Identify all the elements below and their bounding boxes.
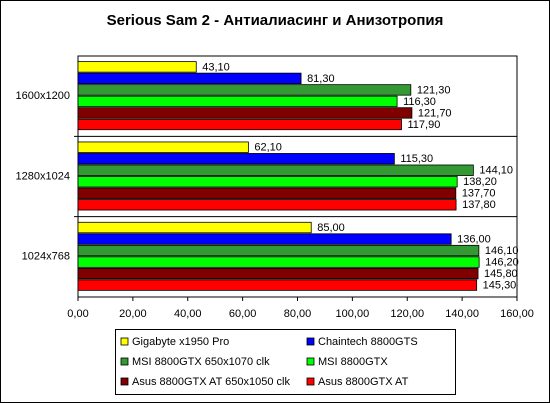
bar — [77, 187, 457, 199]
bar — [77, 267, 479, 280]
value-label: 146,20 — [485, 256, 519, 268]
legend-swatch — [120, 357, 129, 366]
value-label: 137,70 — [462, 188, 496, 200]
value-label: 146,10 — [485, 245, 519, 257]
value-label: 115,30 — [400, 153, 433, 165]
value-label: 136,00 — [457, 233, 491, 245]
legend-label: Gigabyte x1950 Pro — [132, 336, 229, 348]
bar — [77, 176, 458, 188]
value-label: 145,80 — [484, 268, 518, 280]
value-label: 43,10 — [202, 61, 230, 73]
bar — [77, 107, 413, 119]
bar — [77, 72, 302, 85]
x-tick-label: 140,00 — [445, 308, 479, 320]
x-tick-label: 20,00 — [119, 308, 147, 320]
y-tick-label: 1600x1200 — [16, 90, 70, 102]
legend-label: Asus 8800GTX AT — [318, 376, 409, 388]
bar — [77, 118, 402, 131]
legend-label: MSI 8800GTX 650x1070 clk — [132, 356, 270, 368]
value-label: 144,10 — [479, 165, 513, 177]
x-tick-label: 80,00 — [284, 308, 312, 320]
x-tick-label: 0,00 — [67, 308, 88, 320]
x-tick-label: 60,00 — [229, 308, 257, 320]
value-label: 138,20 — [463, 176, 497, 188]
bar — [77, 84, 412, 96]
value-label: 117,90 — [407, 119, 440, 131]
y-tick-label: 1024x768 — [22, 251, 70, 263]
legend-swatch — [306, 357, 315, 366]
x-tick-label: 40,00 — [174, 308, 202, 320]
value-label: 62,10 — [254, 142, 282, 154]
legend-swatch — [306, 377, 315, 386]
y-tick-label: 1280x1024 — [16, 170, 70, 182]
bar — [77, 233, 452, 245]
legend-label: MSI 8800GTX — [318, 356, 388, 368]
x-tick-label: 100,00 — [336, 308, 370, 320]
bar — [77, 164, 474, 176]
value-label: 121,30 — [417, 84, 451, 96]
legend-swatch — [120, 337, 129, 346]
bar — [77, 199, 457, 211]
value-label: 81,30 — [307, 73, 335, 85]
x-tick-label: 120,00 — [390, 308, 424, 320]
chart-title: Serious Sam 2 - Антиалиасинг и Анизотроп… — [107, 12, 444, 29]
legend-label: Chaintech 8800GTS — [318, 336, 418, 348]
value-label: 145,30 — [483, 280, 517, 292]
value-label: 121,70 — [418, 107, 452, 119]
bar — [77, 95, 398, 108]
legend-box — [115, 329, 456, 395]
value-label: 116,30 — [403, 96, 436, 108]
value-label: 137,80 — [462, 199, 496, 211]
bar — [77, 256, 480, 268]
value-label: 85,00 — [317, 222, 345, 234]
bar — [77, 61, 197, 73]
bar — [77, 141, 249, 153]
bar — [77, 244, 480, 257]
bar — [77, 221, 312, 234]
x-tick-label: 160,00 — [500, 308, 534, 320]
bar — [77, 153, 395, 165]
legend-label: Asus 8800GTX AT 650x1050 clk — [132, 376, 290, 388]
legend-swatch — [120, 377, 129, 386]
legend-swatch — [306, 337, 315, 346]
bar — [77, 279, 478, 291]
